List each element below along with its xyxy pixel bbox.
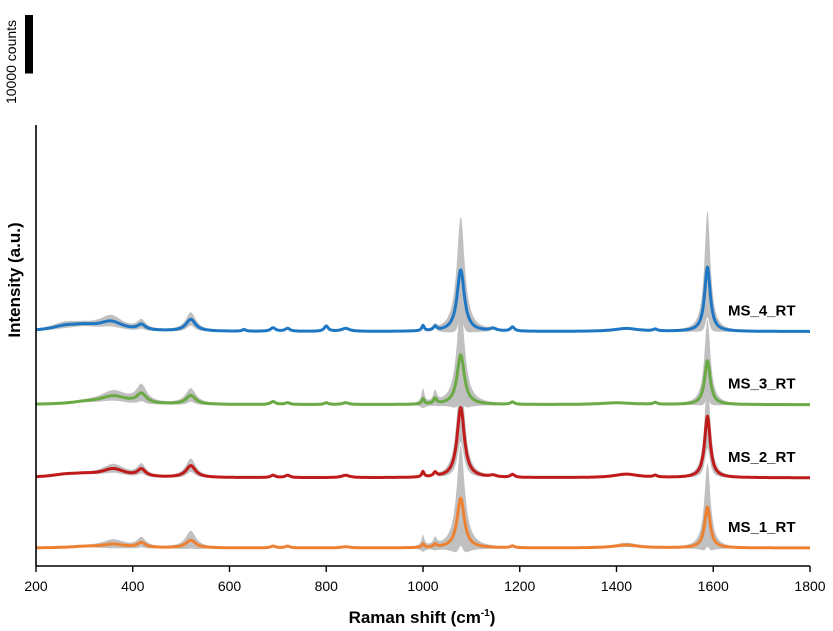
x-tick-label: 600 <box>218 578 242 594</box>
series-label: MS_4_RT <box>728 303 796 320</box>
series-lines <box>35 265 811 550</box>
y-axis-title: Intensity (a.u.) <box>5 222 24 337</box>
x-tick-label: 400 <box>121 578 145 594</box>
series-line-MS_3_RT <box>35 353 811 407</box>
series-labels: MS_4_RT MS_3_RT MS_2_RT MS_1_RT <box>728 303 796 536</box>
x-tick-label: 1200 <box>504 578 535 594</box>
spread-band-MS_2_RT <box>36 369 810 479</box>
x-ticks: 200 400 600 800 1000 1200 1400 1600 1800 <box>24 566 826 594</box>
spread-band-MS_3_RT <box>36 304 810 408</box>
spread-band-MS_1_RT <box>36 445 810 553</box>
scale-bar <box>25 15 33 74</box>
series-line-MS_4_RT <box>35 265 811 333</box>
series-label: MS_2_RT <box>728 449 796 466</box>
series-label: MS_3_RT <box>728 376 796 393</box>
x-tick-label: 1800 <box>794 578 825 594</box>
x-tick-label: 1600 <box>698 578 729 594</box>
x-tick-label: 1000 <box>407 578 438 594</box>
spread-band-MS_4_RT <box>36 211 810 333</box>
series-line-MS_2_RT <box>35 406 811 480</box>
scale-bar-label: 10000 counts <box>3 20 19 104</box>
x-tick-label: 800 <box>315 578 339 594</box>
spread-bands <box>36 211 810 553</box>
series-line-MS_1_RT <box>35 496 811 550</box>
x-tick-label: 200 <box>24 578 48 594</box>
x-tick-label: 1400 <box>601 578 632 594</box>
series-label: MS_1_RT <box>728 519 796 536</box>
x-axis-title: Raman shift (cm-1) <box>349 608 496 627</box>
